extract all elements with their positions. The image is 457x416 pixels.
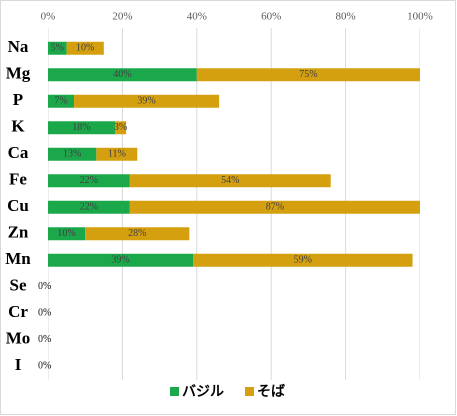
legend-label: そば: [257, 384, 285, 400]
y-tick-label: Cr: [8, 302, 28, 321]
bar-segment: [74, 94, 220, 108]
data-label: 0%: [38, 281, 51, 292]
bar-segment: [48, 41, 67, 55]
x-tick-label: 80%: [336, 11, 356, 23]
legend-swatch: [170, 387, 179, 396]
data-label: 40%: [113, 69, 131, 80]
data-label: 0%: [38, 308, 51, 319]
data-label: 59%: [294, 255, 312, 266]
data-label: 11%: [108, 149, 126, 160]
data-label: 3%: [114, 122, 127, 133]
data-label: 28%: [128, 228, 146, 239]
bar-segment: [48, 227, 86, 241]
plot-area: [48, 28, 420, 380]
data-label: 54%: [221, 175, 239, 186]
bar-segment: [85, 227, 190, 241]
data-label: 5%: [51, 43, 64, 54]
data-label: 39%: [111, 255, 129, 266]
bar-segment: [48, 174, 130, 188]
y-tick-label: Mg: [6, 64, 31, 83]
y-tick-label: Fe: [9, 170, 27, 189]
x-tick-label: 20%: [112, 11, 132, 23]
y-tick-label: I: [15, 355, 22, 374]
legend-label: バジル: [182, 384, 224, 400]
data-label: 0%: [38, 308, 51, 319]
data-label: 0%: [38, 334, 51, 345]
y-tick-label: Mo: [6, 329, 31, 348]
data-label: 0%: [38, 281, 51, 292]
data-label: 0%: [38, 334, 51, 345]
bar-segment: [48, 253, 194, 267]
data-label: 39%: [137, 96, 155, 107]
bar-segment: [196, 68, 420, 82]
bar-segment: [129, 200, 420, 214]
data-label: 0%: [38, 361, 51, 372]
x-tick-label: 0%: [41, 11, 56, 23]
y-tick-label: Na: [8, 37, 29, 56]
data-label: 13%: [63, 149, 81, 160]
y-tick-label: P: [13, 90, 23, 109]
data-label: 10%: [57, 228, 75, 239]
bar-segment: [129, 174, 331, 188]
bar-segment: [96, 147, 138, 161]
y-tick-label: Mn: [5, 249, 31, 268]
data-label: 18%: [72, 122, 90, 133]
y-tick-label: Zn: [8, 223, 29, 242]
legend-swatch: [245, 387, 254, 396]
bar-segment: [114, 121, 127, 135]
data-label: 0%: [38, 361, 51, 372]
bar-segment: [48, 94, 75, 108]
bar-segment: [48, 147, 97, 161]
x-tick-label: 100%: [407, 11, 433, 23]
data-label: 22%: [80, 202, 98, 213]
bar-segment: [48, 68, 197, 82]
y-tick-label: Se: [10, 276, 27, 295]
data-label: 22%: [80, 175, 98, 186]
bar-segment: [66, 41, 104, 55]
data-label: 7%: [54, 96, 67, 107]
data-label: 75%: [299, 69, 317, 80]
data-label: 10%: [76, 43, 94, 54]
x-tick-label: 60%: [261, 11, 281, 23]
y-tick-label: Cu: [7, 196, 29, 215]
y-tick-label: K: [11, 117, 25, 136]
x-tick-label: 40%: [187, 11, 207, 23]
bar-segment: [48, 200, 130, 214]
bar-segment: [193, 253, 413, 267]
bar-segment: [48, 121, 115, 135]
y-tick-label: Ca: [8, 143, 29, 162]
data-label: 87%: [266, 202, 284, 213]
